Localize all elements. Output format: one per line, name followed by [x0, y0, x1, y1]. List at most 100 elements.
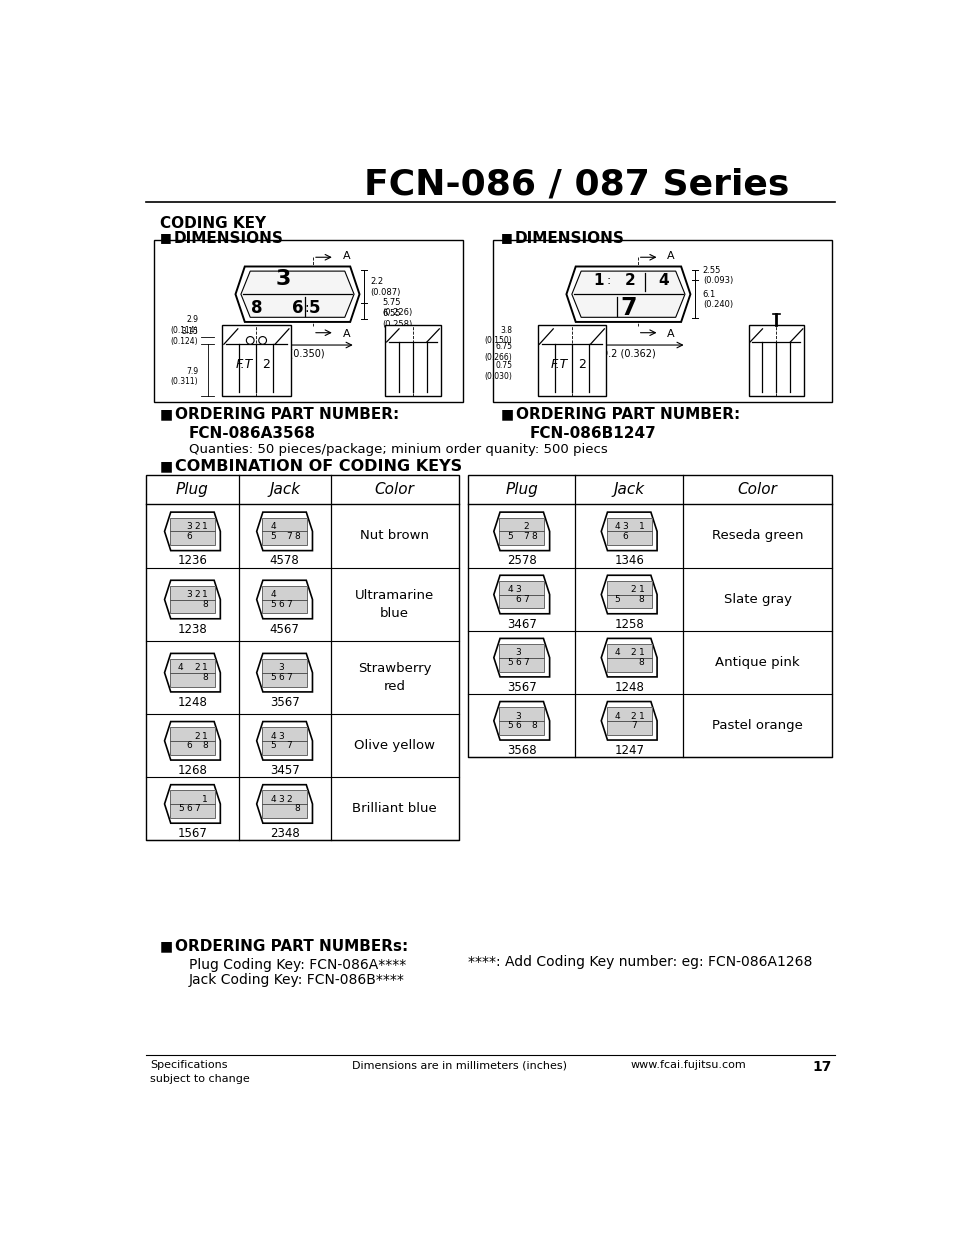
Text: 4: 4: [507, 585, 513, 595]
Polygon shape: [256, 653, 313, 691]
Bar: [154, 240, 462, 401]
Text: CODING KEY: CODING KEY: [159, 216, 265, 230]
Text: 5: 5: [309, 299, 320, 317]
Text: ****: Add Coding Key number: eg: FCN-086A1268: ****: Add Coding Key number: eg: FCN-086…: [468, 955, 812, 969]
Text: 2: 2: [630, 711, 636, 721]
Text: 8: 8: [294, 532, 299, 540]
Text: 9.2 (0.362): 9.2 (0.362): [601, 349, 655, 359]
Polygon shape: [235, 266, 359, 322]
Text: 2.55
(0.093): 2.55 (0.093): [702, 265, 732, 285]
Text: 6: 6: [186, 741, 192, 750]
Text: 2: 2: [630, 585, 636, 595]
Text: 8: 8: [531, 532, 537, 540]
Text: 3.15
(0.124): 3.15 (0.124): [171, 327, 198, 346]
FancyBboxPatch shape: [170, 790, 214, 818]
Text: 1268: 1268: [177, 764, 207, 777]
Text: Nut brown: Nut brown: [360, 529, 429, 543]
Text: 3457: 3457: [270, 764, 299, 777]
Text: 6: 6: [277, 673, 284, 681]
Text: 5: 5: [270, 600, 275, 608]
Text: 2.9
(0.114): 2.9 (0.114): [171, 315, 198, 335]
Text: F.T: F.T: [550, 358, 567, 370]
Text: 5: 5: [177, 804, 183, 813]
Text: Plug: Plug: [505, 482, 537, 497]
Text: 7: 7: [523, 658, 529, 667]
Text: 2348: 2348: [270, 828, 299, 840]
FancyBboxPatch shape: [262, 727, 307, 755]
Text: F.T: F.T: [235, 358, 253, 370]
Text: 8: 8: [202, 673, 208, 681]
Text: 4: 4: [614, 648, 619, 658]
Text: 6: 6: [186, 532, 192, 540]
Text: Ultramarine
blue: Ultramarine blue: [355, 589, 434, 620]
Text: 1: 1: [202, 590, 208, 600]
Text: 5: 5: [614, 595, 619, 603]
Polygon shape: [566, 266, 690, 322]
Text: 2: 2: [193, 522, 199, 532]
FancyBboxPatch shape: [606, 644, 651, 672]
Text: 3: 3: [277, 794, 284, 804]
Text: 2: 2: [262, 358, 271, 370]
Text: 4: 4: [614, 522, 619, 532]
Text: 6: 6: [186, 804, 192, 813]
Polygon shape: [164, 784, 220, 823]
Text: 2: 2: [193, 663, 199, 673]
FancyBboxPatch shape: [498, 707, 543, 735]
Text: 3: 3: [275, 269, 291, 289]
Text: 4578: 4578: [270, 555, 299, 567]
Text: 3.8
(0.150): 3.8 (0.150): [484, 326, 512, 346]
FancyBboxPatch shape: [606, 581, 651, 608]
Text: DIMENSIONS: DIMENSIONS: [514, 230, 623, 247]
Text: Color: Color: [375, 482, 415, 497]
Text: ■: ■: [159, 230, 172, 244]
Text: 4567: 4567: [270, 623, 299, 636]
Text: Strawberry
red: Strawberry red: [357, 662, 431, 693]
Text: 5: 5: [270, 741, 275, 750]
Text: 3: 3: [515, 648, 520, 658]
Text: 3: 3: [515, 585, 520, 595]
Text: 1: 1: [202, 794, 208, 804]
Polygon shape: [164, 580, 220, 618]
Text: 1: 1: [593, 273, 603, 287]
Text: Color: Color: [737, 482, 777, 497]
Text: Specifications
subject to change: Specifications subject to change: [150, 1061, 250, 1084]
Text: 8: 8: [202, 600, 208, 608]
Text: Plug: Plug: [176, 482, 209, 497]
Text: Brilliant blue: Brilliant blue: [352, 802, 436, 815]
Text: :: :: [605, 274, 610, 287]
Text: 4: 4: [178, 663, 183, 673]
Text: 8: 8: [639, 658, 644, 667]
Text: 6: 6: [622, 532, 628, 540]
Text: 6: 6: [292, 299, 303, 317]
Text: Jack: Jack: [269, 482, 300, 497]
Text: Jack: Jack: [613, 482, 644, 497]
Text: 3: 3: [186, 590, 192, 600]
Text: 7: 7: [286, 741, 292, 750]
Text: 3: 3: [186, 522, 192, 532]
Text: ■: ■: [159, 408, 172, 421]
Text: 1: 1: [202, 522, 208, 532]
Text: 3567: 3567: [506, 680, 536, 694]
Text: :: :: [304, 301, 309, 315]
Text: 2.2
(0.087): 2.2 (0.087): [370, 278, 400, 296]
Text: A: A: [342, 250, 350, 260]
Text: FCN-086 / 087 Series: FCN-086 / 087 Series: [363, 167, 788, 201]
Text: 1: 1: [202, 663, 208, 673]
Text: Antique pink: Antique pink: [715, 655, 799, 669]
Text: 1346: 1346: [614, 555, 643, 567]
Text: 7.9
(0.311): 7.9 (0.311): [171, 367, 198, 385]
Text: Jack Coding Key: FCN-086B****: Jack Coding Key: FCN-086B****: [189, 974, 404, 987]
Text: 1: 1: [639, 522, 644, 532]
Text: 5.75
(0.226): 5.75 (0.226): [382, 297, 413, 317]
Text: 7: 7: [523, 532, 529, 540]
Text: FCN-086A3568: FCN-086A3568: [189, 426, 315, 441]
Text: COMBINATION OF CODING KEYS: COMBINATION OF CODING KEYS: [174, 458, 461, 475]
FancyBboxPatch shape: [170, 659, 214, 686]
Text: ■: ■: [159, 458, 172, 473]
Bar: [493, 240, 831, 401]
Circle shape: [258, 337, 266, 344]
Text: A: A: [666, 250, 674, 260]
Text: 3: 3: [277, 663, 284, 673]
Text: ■: ■: [500, 230, 512, 244]
FancyBboxPatch shape: [498, 581, 543, 608]
